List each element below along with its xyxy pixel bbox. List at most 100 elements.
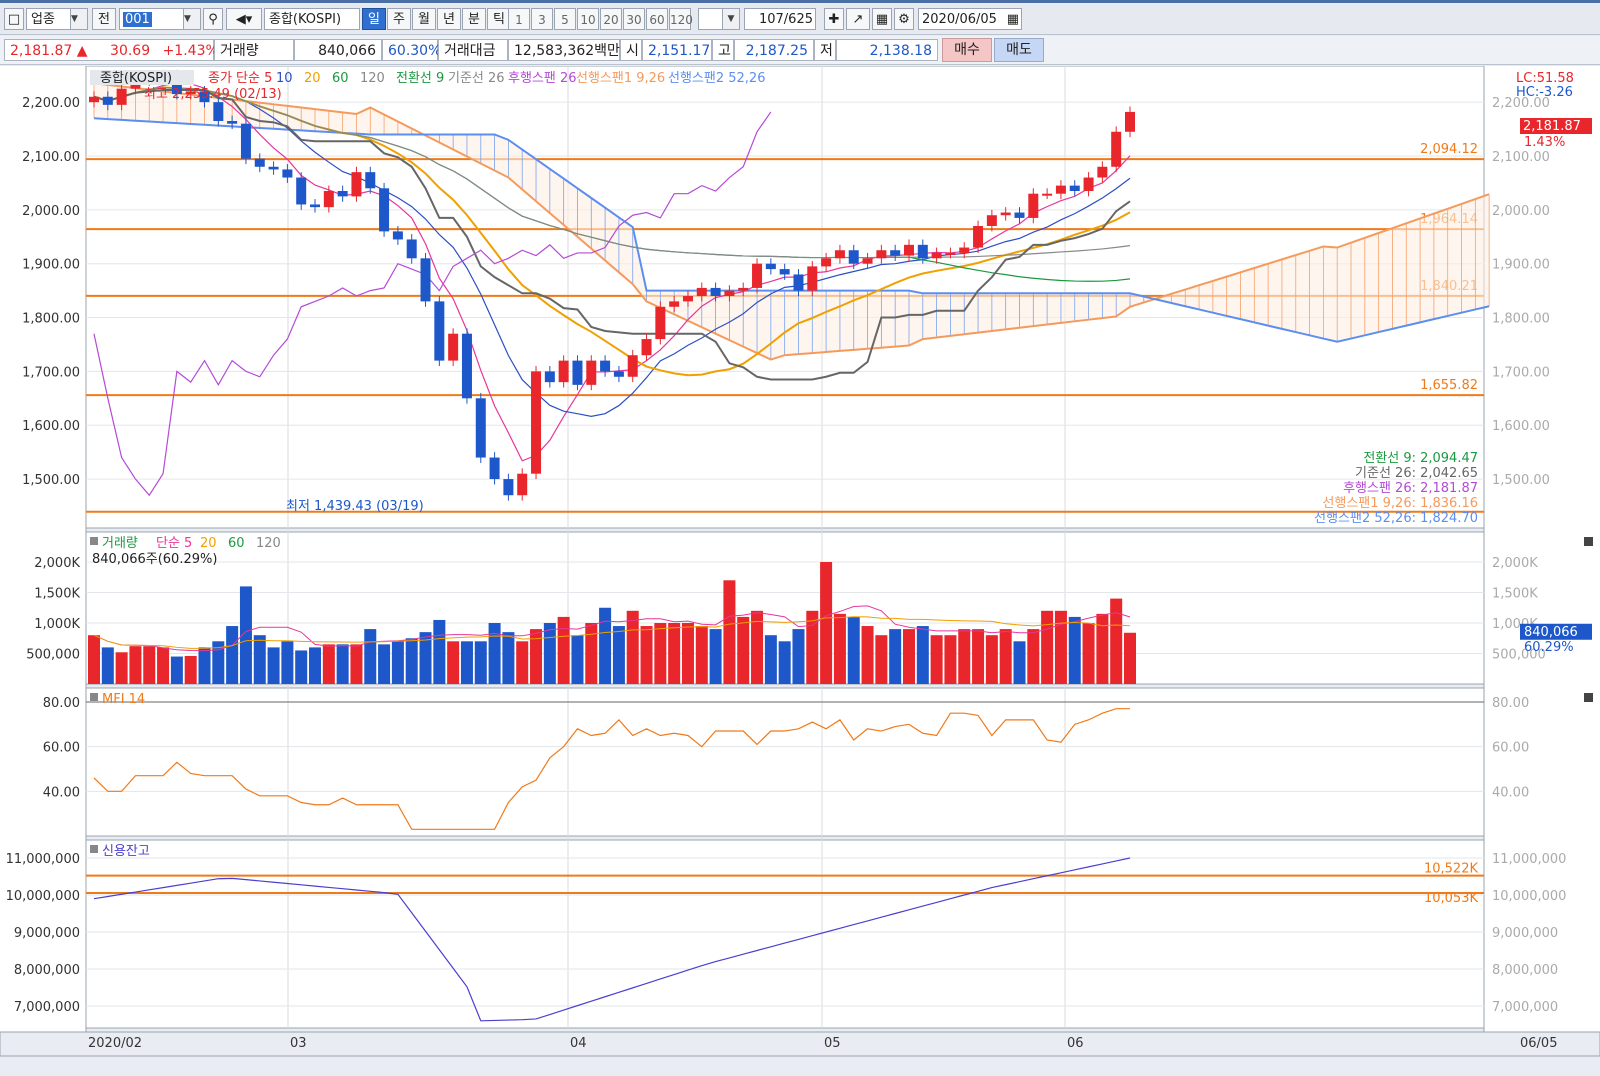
volume-bar bbox=[654, 623, 667, 684]
volume-y-tick: 2,000K bbox=[34, 556, 80, 571]
period-tab-3[interactable]: 년 bbox=[437, 8, 461, 30]
interval-button-10[interactable]: 10 bbox=[577, 8, 599, 30]
interval-button-1[interactable]: 1 bbox=[508, 8, 530, 30]
mfi-title: MFI 14 bbox=[102, 692, 145, 707]
mfi-y-tick-right: 60.00 bbox=[1492, 741, 1529, 756]
prev-button[interactable]: 전 bbox=[92, 8, 116, 30]
candle-body bbox=[351, 172, 362, 197]
volume-bar bbox=[267, 647, 280, 684]
leading-span-1-line bbox=[93, 82, 1490, 361]
volume-pct: 60.30% bbox=[382, 39, 441, 61]
candle-body bbox=[517, 473, 528, 496]
period-tab-2[interactable]: 월 bbox=[412, 8, 436, 30]
volume-bar bbox=[958, 629, 971, 684]
price-y-tick-right: 1,500.00 bbox=[1492, 473, 1550, 488]
category-select[interactable]: 업종 ▼ bbox=[26, 8, 88, 30]
save-icon[interactable]: ▦ bbox=[872, 8, 892, 30]
credit-level-label: 10,522K bbox=[1424, 862, 1478, 877]
count-field[interactable]: 107/625 bbox=[744, 8, 816, 30]
period-tab-4[interactable]: 분 bbox=[462, 8, 486, 30]
volume-y-tick-right: 2,000K bbox=[1492, 556, 1538, 571]
candle-body bbox=[959, 247, 970, 253]
speaker-icon[interactable]: ◀▾ bbox=[226, 8, 262, 30]
layout-icon[interactable]: □ bbox=[4, 8, 24, 30]
index-name-field[interactable]: 종합(KOSPI) bbox=[264, 8, 360, 30]
level-label: 1,655.82 bbox=[1420, 378, 1478, 393]
price-legend-item: 선행스팬1 9,26 bbox=[576, 70, 665, 86]
interval-button-30[interactable]: 30 bbox=[623, 8, 645, 30]
x-axis-strip bbox=[0, 1031, 1600, 1057]
price-y-tick-right: 1,800.00 bbox=[1492, 312, 1550, 327]
candle-body bbox=[558, 360, 569, 383]
candle-body bbox=[392, 231, 403, 240]
price-box: 2,181.87 ▲ 30.69 +1.43% bbox=[4, 39, 219, 61]
volume-value: 840,066 bbox=[294, 39, 382, 61]
buy-button[interactable]: 매수 bbox=[942, 38, 992, 62]
gear-icon[interactable]: ⚙ bbox=[894, 8, 914, 30]
mfi-y-tick-right: 80.00 bbox=[1492, 696, 1529, 711]
interval-input[interactable]: ▼ bbox=[698, 8, 740, 30]
chart-area[interactable]: 2020/02 03 04 05 06 06/05 2,200.00 2,200.00 2,10… bbox=[0, 66, 1600, 1076]
candle-body bbox=[779, 269, 790, 275]
code-value: 001 bbox=[123, 12, 152, 27]
candle-body bbox=[434, 301, 445, 361]
code-input[interactable]: 001 ▼ bbox=[119, 8, 201, 30]
candle-body bbox=[1125, 111, 1135, 132]
period-tab-0[interactable]: 일 bbox=[362, 8, 386, 30]
interval-button-3[interactable]: 3 bbox=[531, 8, 553, 30]
volume-bar bbox=[737, 616, 750, 684]
price-info-bar: 2,181.87 ▲ 30.69 +1.43% 거래량 840,066 60.3… bbox=[0, 36, 1600, 65]
crosshair-icon[interactable]: ✚ bbox=[824, 8, 844, 30]
candle-body bbox=[807, 266, 818, 291]
volume-bar bbox=[916, 626, 929, 684]
calendar-icon[interactable]: ▦ bbox=[1006, 12, 1019, 27]
hc-label: HC:-3.26 bbox=[1516, 85, 1573, 100]
credit-y-tick-right: 9,000,000 bbox=[1492, 926, 1558, 941]
interval-button-60[interactable]: 60 bbox=[646, 8, 668, 30]
volume-ma-5 bbox=[93, 605, 1131, 652]
chevron-down-icon: ▼ bbox=[722, 9, 739, 29]
volume-bar bbox=[350, 644, 363, 684]
credit-y-tick: 7,000,000 bbox=[14, 1000, 80, 1015]
volume-bar bbox=[1068, 616, 1081, 684]
candle-body bbox=[102, 96, 113, 105]
period-tab-1[interactable]: 주 bbox=[387, 8, 411, 30]
volume-bar bbox=[295, 650, 308, 684]
interval-button-120[interactable]: 120 bbox=[669, 8, 693, 30]
interval-button-5[interactable]: 5 bbox=[554, 8, 576, 30]
search-icon[interactable]: ⚲ bbox=[203, 8, 223, 30]
date-input[interactable]: 2020/06/05 ▦ bbox=[918, 8, 1022, 30]
candle-body bbox=[641, 339, 652, 356]
candle-body bbox=[1097, 166, 1108, 178]
mfi-y-tick-right: 40.00 bbox=[1492, 785, 1529, 800]
moving-average-10 bbox=[93, 86, 1131, 417]
candle-body bbox=[862, 258, 873, 264]
moving-average-5 bbox=[93, 82, 1131, 462]
candle-body bbox=[724, 290, 735, 296]
leading-span-2-line bbox=[93, 117, 1490, 343]
interval-button-20[interactable]: 20 bbox=[600, 8, 622, 30]
candle-body bbox=[1014, 212, 1025, 218]
candle-body bbox=[116, 88, 127, 105]
volume-summary: 840,066주(60.29%) bbox=[92, 552, 217, 567]
volume-bar bbox=[985, 635, 998, 684]
x-end-label: 06/05 bbox=[1520, 1036, 1557, 1051]
volume-bar bbox=[226, 626, 239, 684]
volume-bar bbox=[405, 638, 418, 684]
volume-bar bbox=[364, 629, 377, 684]
price-legend-item: 60 bbox=[332, 71, 349, 86]
panel-marker-icon bbox=[90, 845, 98, 853]
price-y-tick: 1,600.00 bbox=[22, 419, 80, 434]
lagging-span-line bbox=[93, 111, 772, 497]
candle-body bbox=[586, 360, 597, 385]
volume-bar bbox=[212, 641, 225, 684]
volume-y-tick-right: 1,500K bbox=[1492, 587, 1538, 602]
trendline-icon[interactable]: ↗ bbox=[846, 8, 870, 30]
volume-bar bbox=[1054, 610, 1067, 684]
volume-legend-item: 20 bbox=[200, 536, 217, 551]
sell-button[interactable]: 매도 bbox=[994, 38, 1044, 62]
volume-bar bbox=[599, 607, 612, 684]
volume-bar bbox=[999, 629, 1012, 684]
candle-body bbox=[848, 250, 859, 264]
volume-bar bbox=[433, 619, 446, 684]
